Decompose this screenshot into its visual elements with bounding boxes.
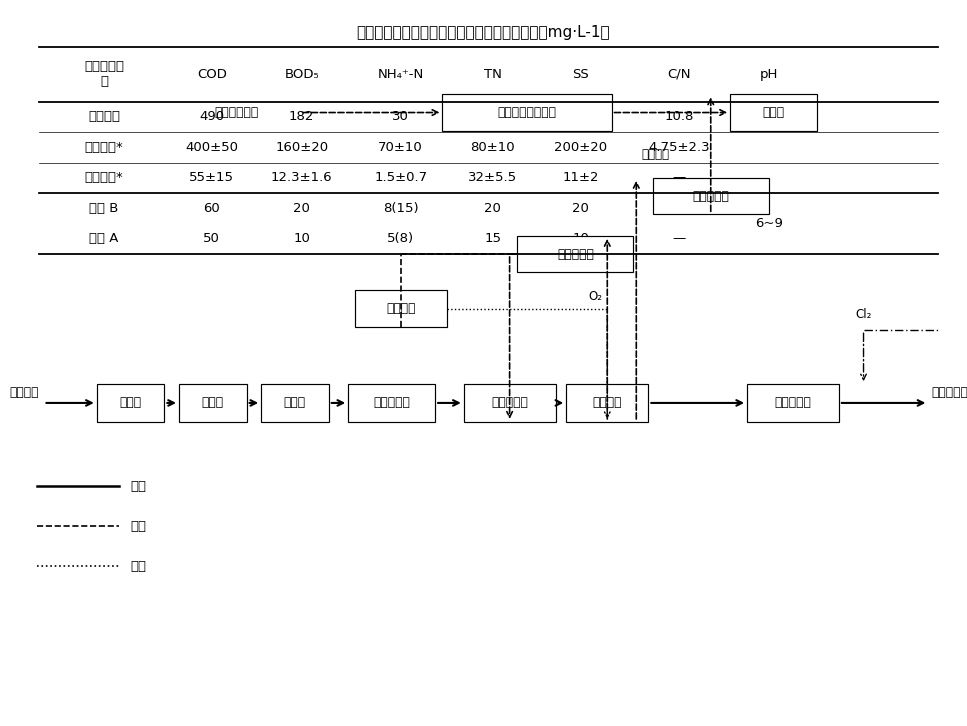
Text: 细格栅: 细格栅 xyxy=(284,396,306,409)
Bar xyxy=(730,94,817,131)
Text: 进水井: 进水井 xyxy=(120,396,141,409)
Text: —: — xyxy=(673,232,686,245)
Text: 182: 182 xyxy=(289,110,314,123)
Text: SS: SS xyxy=(572,68,589,81)
Text: 20: 20 xyxy=(572,202,589,215)
Text: 粗格栅: 粗格栅 xyxy=(202,396,223,409)
Text: 接触消毒池: 接触消毒池 xyxy=(775,396,811,409)
Text: 50: 50 xyxy=(203,232,220,245)
Text: 生活污水: 生活污水 xyxy=(10,386,39,399)
Text: 设计进水: 设计进水 xyxy=(88,110,120,123)
Text: 8(15): 8(15) xyxy=(383,202,419,215)
Text: 15: 15 xyxy=(484,232,501,245)
Bar xyxy=(356,290,447,327)
Text: 20: 20 xyxy=(293,202,310,215)
Text: BOD₅: BOD₅ xyxy=(284,68,319,81)
Text: 10: 10 xyxy=(572,232,589,245)
Text: 一级 A: 一级 A xyxy=(89,232,119,245)
Bar xyxy=(653,178,769,214)
Text: 鼓风机房: 鼓风机房 xyxy=(387,302,416,315)
Text: 490: 490 xyxy=(199,110,224,123)
Bar xyxy=(261,384,329,422)
Bar xyxy=(348,384,435,422)
Bar xyxy=(97,384,164,422)
Text: COD: COD xyxy=(197,68,226,81)
Bar xyxy=(179,384,247,422)
Text: 45: 45 xyxy=(484,110,501,123)
Text: 11±2: 11±2 xyxy=(562,171,599,184)
Text: 10.8: 10.8 xyxy=(664,110,694,123)
Text: 剩余污泥泵: 剩余污泥泵 xyxy=(692,189,729,203)
Bar xyxy=(443,94,612,131)
Text: 旋流沉砂池: 旋流沉砂池 xyxy=(373,396,410,409)
Text: 污泥浓缩脱水车间: 污泥浓缩脱水车间 xyxy=(497,106,557,119)
Text: 12.3±1.6: 12.3±1.6 xyxy=(271,171,333,184)
Text: 生物选择区: 生物选择区 xyxy=(491,396,528,409)
Text: 处理水排放: 处理水排放 xyxy=(931,386,967,399)
Bar xyxy=(747,384,839,422)
Text: 采样点及标
准: 采样点及标 准 xyxy=(84,60,124,89)
Text: 60: 60 xyxy=(203,202,220,215)
Text: 10: 10 xyxy=(293,232,310,245)
Bar xyxy=(464,384,556,422)
Text: 污泥: 污泥 xyxy=(131,520,147,533)
Text: 32±5.5: 32±5.5 xyxy=(468,171,517,184)
Text: 实际出水*: 实际出水* xyxy=(84,171,123,184)
Text: 400±50: 400±50 xyxy=(186,141,238,154)
Text: 一级 B: 一级 B xyxy=(89,202,119,215)
Text: 70±10: 70±10 xyxy=(378,141,423,154)
Text: 6~9: 6~9 xyxy=(755,217,783,230)
Bar xyxy=(567,384,648,422)
Text: O₂: O₂ xyxy=(589,290,602,303)
Text: 回流污泥泵: 回流污泥泵 xyxy=(557,248,594,261)
Text: 泥饼外运外置: 泥饼外运外置 xyxy=(215,106,259,119)
Text: 4.75±2.3: 4.75±2.3 xyxy=(649,141,710,154)
Text: TN: TN xyxy=(484,68,502,81)
Text: 55±15: 55±15 xyxy=(190,171,234,184)
Text: 1.5±0.7: 1.5±0.7 xyxy=(374,171,427,184)
Text: 主反应区: 主反应区 xyxy=(593,396,622,409)
Text: 80±10: 80±10 xyxy=(471,141,515,154)
Bar xyxy=(517,236,633,272)
Text: 200±20: 200±20 xyxy=(554,141,607,154)
Text: pH: pH xyxy=(760,68,778,81)
Text: —: — xyxy=(673,171,686,184)
Text: NH₄⁺-N: NH₄⁺-N xyxy=(377,68,424,81)
Text: 5(8): 5(8) xyxy=(387,232,414,245)
Text: 200: 200 xyxy=(568,110,593,123)
Text: —: — xyxy=(673,202,686,215)
Text: 污水处理厂设计进、出水水质指标及排放标准（mg·L-1）: 污水处理厂设计进、出水水质指标及排放标准（mg·L-1） xyxy=(357,25,610,41)
Text: 剩余污泥: 剩余污泥 xyxy=(641,148,669,160)
Text: 20: 20 xyxy=(484,202,501,215)
Text: 30: 30 xyxy=(393,110,409,123)
Text: 160±20: 160±20 xyxy=(276,141,328,154)
Text: 污水: 污水 xyxy=(131,480,147,493)
Text: Cl₂: Cl₂ xyxy=(856,308,871,321)
Text: 储泥池: 储泥池 xyxy=(763,106,784,119)
Text: 实际进水*: 实际进水* xyxy=(84,141,123,154)
Text: 空气: 空气 xyxy=(131,560,147,573)
Text: C/N: C/N xyxy=(667,68,691,81)
